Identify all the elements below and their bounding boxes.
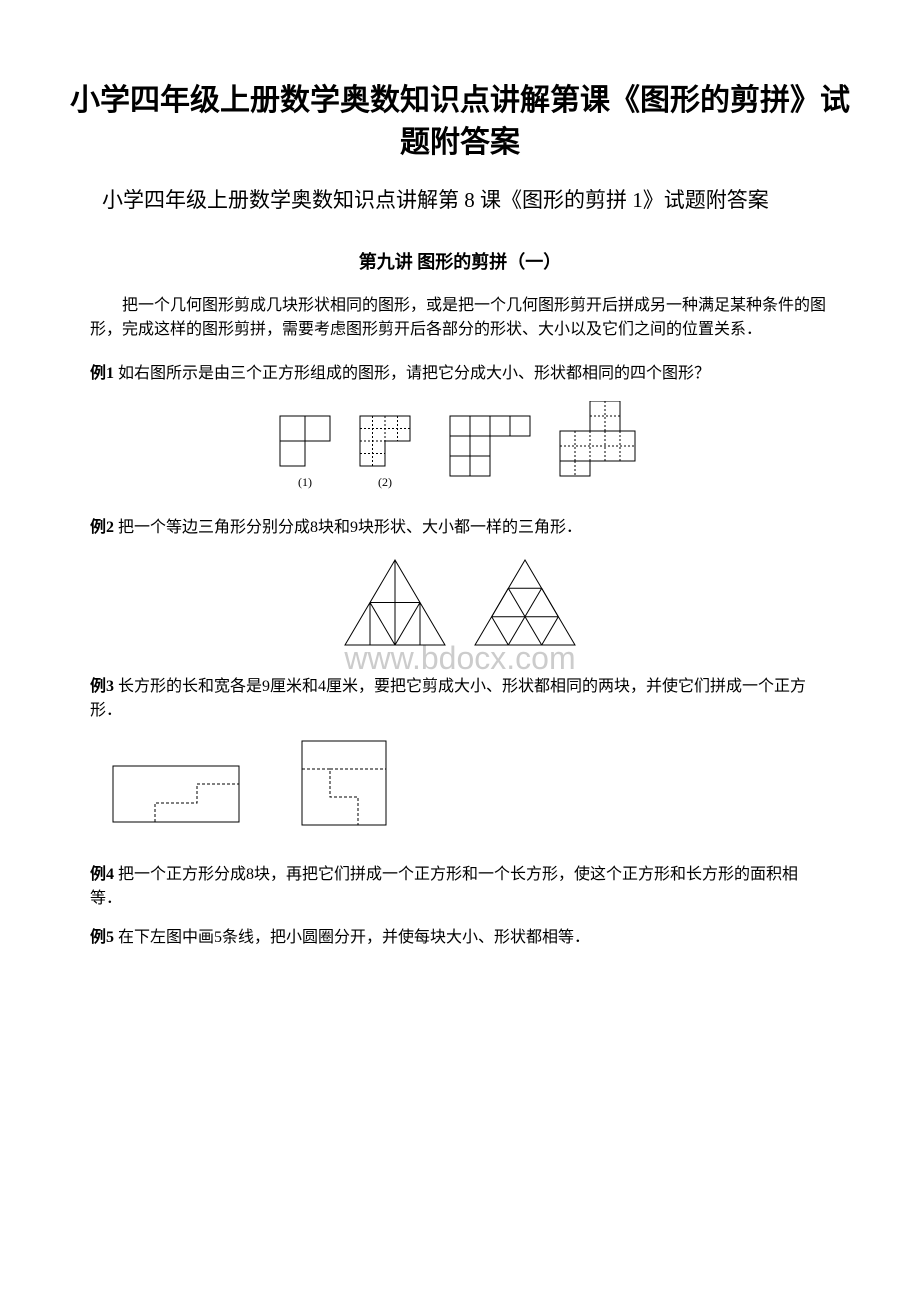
example-2-figures bbox=[60, 555, 860, 650]
example-3: 例3 长方形的长和宽各是9厘米和4厘米，要把它剪成大小、形状都相同的两块，并使它… bbox=[60, 675, 860, 723]
example-5: 例5 在下左图中画5条线，把小圆圈分开，并使每块大小、形状都相等． bbox=[60, 926, 860, 950]
fig-1-1-label: (1) bbox=[298, 475, 312, 489]
example-4: 例4 把一个正方形分成8块，再把它们拼成一个正方形和一个长方形，使这个正方形和长… bbox=[60, 863, 860, 911]
fig-1-1: (1) bbox=[275, 411, 335, 491]
subtitle: 小学四年级上册数学奥数知识点讲解第 8 课《图形的剪拼 1》试题附答案 bbox=[60, 184, 860, 218]
example-1-figures: (1) (2) bbox=[60, 401, 860, 491]
example-5-label: 例5 bbox=[90, 929, 114, 946]
example-2-label: 例2 bbox=[90, 519, 114, 536]
example-1: 例1 如右图所示是由三个正方形组成的图形，请把它分成大小、形状都相同的四个图形？ bbox=[60, 362, 860, 386]
fig-1-2-label: (2) bbox=[378, 475, 392, 489]
example-1-label: 例1 bbox=[90, 365, 114, 382]
example-3-text: 长方形的长和宽各是9厘米和4厘米，要把它剪成大小、形状都相同的两块，并使它们拼成… bbox=[90, 678, 806, 719]
fig-1-2: (2) bbox=[355, 411, 425, 491]
example-3-label: 例3 bbox=[90, 678, 114, 695]
example-4-label: 例4 bbox=[90, 866, 114, 883]
example-2: 例2 把一个等边三角形分别分成8块和9块形状、大小都一样的三角形． bbox=[60, 516, 860, 540]
fig-1-4 bbox=[555, 401, 645, 491]
fig-3-2 bbox=[299, 738, 389, 828]
intro-paragraph: 把一个几何图形剪成几块形状相同的图形，或是把一个几何图形剪开后拼成另一种满足某种… bbox=[60, 294, 860, 342]
section-title: 第九讲 图形的剪拼（一） bbox=[60, 248, 860, 274]
main-title: 小学四年级上册数学奥数知识点讲解第课《图形的剪拼》试题附答案 bbox=[60, 80, 860, 164]
example-1-text: 如右图所示是由三个正方形组成的图形，请把它分成大小、形状都相同的四个图形？ bbox=[118, 365, 710, 382]
fig-3-1 bbox=[110, 763, 245, 828]
example-2-text: 把一个等边三角形分别分成8块和9块形状、大小都一样的三角形． bbox=[118, 519, 582, 536]
fig-2-1 bbox=[340, 555, 450, 650]
example-4-text: 把一个正方形分成8块，再把它们拼成一个正方形和一个长方形，使这个正方形和长方形的… bbox=[90, 866, 798, 907]
fig-2-2 bbox=[470, 555, 580, 650]
example-5-text: 在下左图中画5条线，把小圆圈分开，并使每块大小、形状都相等． bbox=[118, 929, 590, 946]
fig-1-3 bbox=[445, 411, 535, 491]
example-3-figures bbox=[60, 738, 860, 833]
